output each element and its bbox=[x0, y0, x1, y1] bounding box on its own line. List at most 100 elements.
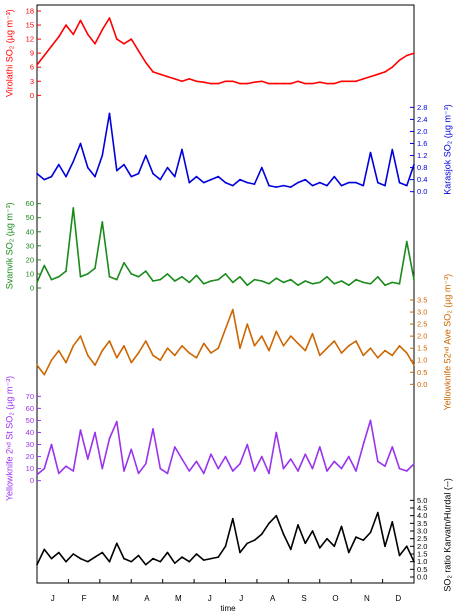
x-axis-label: time bbox=[220, 604, 236, 613]
data-point bbox=[333, 340, 336, 342]
data-point bbox=[108, 17, 111, 19]
data-point bbox=[362, 354, 365, 357]
y-tick: 70 bbox=[26, 392, 41, 401]
data-point bbox=[304, 542, 307, 545]
data-point bbox=[232, 517, 234, 520]
y-tick: 1.0 bbox=[410, 557, 427, 566]
data-point bbox=[87, 166, 89, 169]
data-point bbox=[58, 276, 60, 278]
y-tick-label: 0.5 bbox=[417, 368, 427, 377]
data-point bbox=[362, 78, 365, 80]
y-tick: 12 bbox=[26, 35, 41, 44]
y-tick: 2.8 bbox=[410, 103, 427, 112]
data-point bbox=[94, 431, 96, 434]
data-point bbox=[94, 175, 96, 178]
y-axis-label-5: Yellowknife 2ⁿᵈ St SO₂ (µg m⁻³) bbox=[4, 376, 14, 501]
x-tick-label: J bbox=[208, 594, 212, 603]
data-point bbox=[101, 154, 104, 157]
y-tick-label: 0 bbox=[30, 91, 34, 100]
y-tick-label: 20 bbox=[26, 452, 34, 461]
y-tick: 20 bbox=[26, 255, 41, 264]
data-point bbox=[36, 64, 38, 66]
data-point bbox=[398, 181, 401, 184]
data-point bbox=[145, 563, 147, 566]
data-point bbox=[58, 472, 60, 475]
data-point bbox=[181, 458, 183, 460]
data-point bbox=[326, 470, 328, 472]
data-point bbox=[319, 281, 321, 284]
data-point bbox=[123, 557, 125, 560]
data-point bbox=[123, 43, 125, 45]
data-point bbox=[195, 175, 198, 178]
data-point bbox=[304, 280, 307, 282]
data-point bbox=[326, 184, 328, 187]
data-point bbox=[391, 446, 394, 448]
data-point bbox=[65, 175, 67, 178]
data-point bbox=[239, 276, 241, 278]
data-point bbox=[304, 453, 307, 456]
data-point bbox=[362, 281, 365, 284]
data-point bbox=[174, 446, 176, 448]
data-point bbox=[391, 66, 394, 68]
data-point bbox=[72, 345, 75, 347]
data-point bbox=[203, 81, 205, 83]
y-tick-label: 1.0 bbox=[417, 356, 427, 365]
data-point bbox=[79, 276, 82, 278]
data-point bbox=[333, 175, 336, 178]
y-tick: 0 bbox=[30, 476, 41, 485]
data-point bbox=[348, 284, 350, 287]
data-point bbox=[159, 359, 162, 362]
y-tick-label: 3.5 bbox=[417, 296, 427, 305]
y-tick-label: 2.5 bbox=[417, 320, 427, 329]
data-point bbox=[174, 175, 176, 178]
y-tick: 4.5 bbox=[410, 504, 427, 513]
y-tick: 0.0 bbox=[410, 573, 427, 582]
data-point bbox=[319, 181, 321, 184]
data-point bbox=[355, 536, 357, 538]
data-point bbox=[174, 78, 176, 80]
data-point bbox=[275, 431, 278, 434]
y-tick-label: 0 bbox=[30, 284, 34, 293]
data-point bbox=[239, 551, 241, 554]
data-point bbox=[203, 559, 205, 561]
data-point bbox=[36, 281, 38, 284]
y-tick-label: 70 bbox=[26, 392, 34, 401]
data-point bbox=[297, 524, 299, 526]
data-point bbox=[261, 335, 263, 337]
y-tick: 0.4 bbox=[410, 175, 427, 184]
data-point bbox=[145, 463, 147, 465]
data-point bbox=[123, 470, 125, 472]
data-point bbox=[348, 80, 350, 83]
data-point bbox=[377, 357, 379, 359]
x-tick-label: A bbox=[144, 594, 150, 603]
y-tick-label: 6 bbox=[30, 63, 34, 72]
data-point bbox=[58, 36, 60, 38]
data-point bbox=[159, 73, 162, 76]
y-tick: 2.0 bbox=[410, 542, 427, 551]
y-tick: 2.5 bbox=[410, 320, 427, 329]
y-tick-label: 2.8 bbox=[417, 103, 427, 112]
data-point bbox=[268, 472, 270, 475]
data-point bbox=[253, 539, 256, 541]
data-point bbox=[391, 281, 394, 284]
x-tick-label: F bbox=[82, 594, 87, 603]
x-tick-label: M bbox=[112, 594, 119, 603]
data-point bbox=[311, 283, 314, 285]
data-point bbox=[326, 276, 328, 278]
data-point bbox=[50, 443, 53, 446]
data-point bbox=[282, 345, 285, 347]
data-point bbox=[333, 82, 336, 85]
data-point bbox=[217, 347, 220, 350]
data-point bbox=[217, 556, 220, 558]
data-point bbox=[159, 560, 162, 563]
data-point bbox=[384, 545, 386, 548]
y-axis-label-3: Svanvik SO₂ (µg m⁻³) bbox=[4, 202, 14, 289]
data-point bbox=[116, 420, 118, 423]
y-tick: 20 bbox=[26, 452, 41, 461]
data-point bbox=[137, 172, 140, 175]
data-point bbox=[79, 19, 82, 22]
data-point bbox=[406, 352, 408, 354]
data-point bbox=[355, 340, 357, 342]
data-point bbox=[166, 166, 169, 169]
